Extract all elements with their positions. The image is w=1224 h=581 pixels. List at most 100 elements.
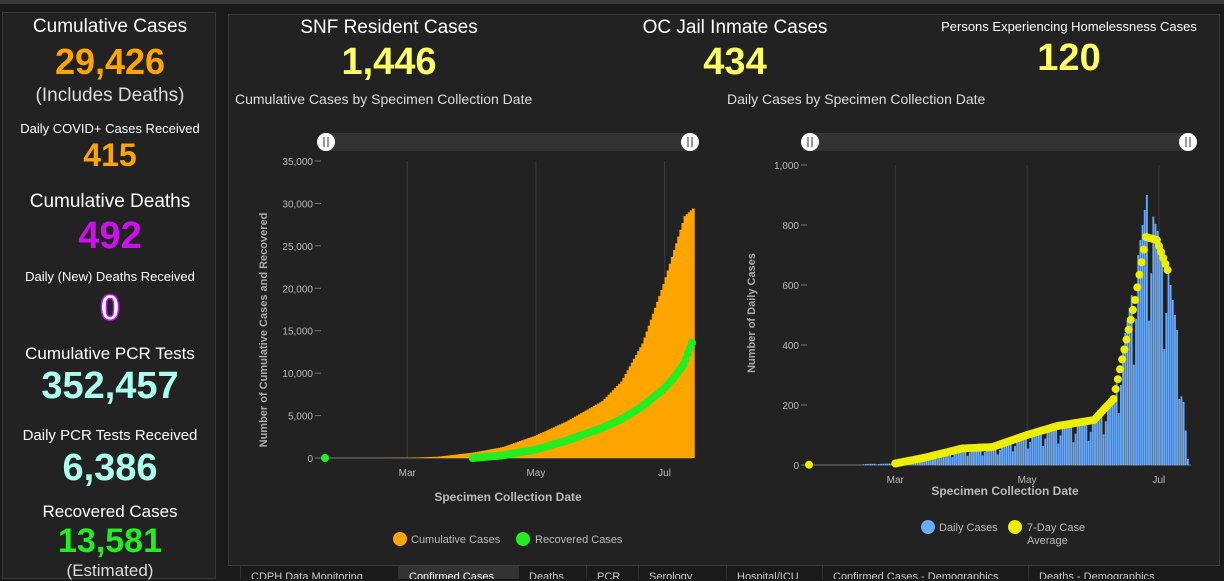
tab-serology[interactable]: Serology	[638, 566, 726, 579]
average-point[interactable]	[1164, 266, 1172, 274]
daily-bar[interactable]	[1068, 424, 1070, 465]
daily-bar[interactable]	[1012, 451, 1014, 465]
daily-bar[interactable]	[1150, 273, 1152, 465]
daily-bar[interactable]	[1066, 425, 1068, 465]
daily-bar[interactable]	[869, 464, 871, 465]
daily-bar[interactable]	[1170, 285, 1172, 465]
daily-bar[interactable]	[1159, 239, 1161, 465]
daily-bar[interactable]	[863, 464, 865, 465]
daily-bar[interactable]	[1083, 422, 1085, 465]
daily-bar[interactable]	[1051, 428, 1053, 465]
daily-bar[interactable]	[954, 454, 956, 465]
daily-bar[interactable]	[865, 464, 867, 465]
daily-bar[interactable]	[1181, 396, 1183, 465]
average-point[interactable]	[1127, 316, 1135, 324]
daily-bar[interactable]	[1021, 437, 1023, 465]
legend-avg-swatch[interactable]	[1008, 520, 1022, 534]
daily-bar[interactable]	[1075, 434, 1077, 465]
daily-bar[interactable]	[876, 464, 878, 465]
tab-confirmed-cases[interactable]: Confirmed Cases	[398, 566, 518, 579]
daily-bar[interactable]	[1155, 224, 1157, 465]
average-point[interactable]	[1131, 296, 1139, 304]
daily-bar[interactable]	[1072, 442, 1074, 465]
average-point[interactable]	[1135, 271, 1143, 279]
daily-bar[interactable]	[984, 452, 986, 465]
daily-bar[interactable]	[1178, 399, 1180, 465]
daily-bar[interactable]	[1163, 349, 1165, 465]
recovered-point[interactable]	[321, 454, 329, 462]
daily-bar[interactable]	[1111, 399, 1113, 465]
average-point[interactable]	[1118, 355, 1126, 363]
daily-bar[interactable]	[982, 455, 984, 465]
daily-bar[interactable]	[1053, 427, 1055, 465]
daily-bar[interactable]	[1044, 439, 1046, 465]
average-point[interactable]	[1122, 336, 1130, 344]
daily-bar[interactable]	[1031, 434, 1033, 465]
daily-bar[interactable]	[1081, 422, 1083, 465]
average-point[interactable]	[1112, 385, 1120, 393]
legend-recovered-swatch[interactable]	[516, 532, 530, 546]
daily-bar[interactable]	[1116, 383, 1118, 465]
daily-bar[interactable]	[1152, 217, 1154, 465]
range-slider-handle-right[interactable]	[1179, 133, 1197, 151]
average-point[interactable]	[1133, 283, 1141, 291]
daily-bar[interactable]	[880, 464, 882, 465]
daily-bar[interactable]	[1157, 231, 1159, 465]
average-point[interactable]	[1140, 246, 1148, 254]
average-point[interactable]	[1110, 395, 1118, 403]
daily-bar[interactable]	[874, 464, 876, 465]
daily-bar[interactable]	[1077, 423, 1079, 465]
daily-bar[interactable]	[1109, 401, 1111, 465]
average-point[interactable]	[1116, 365, 1124, 373]
range-slider-track[interactable]	[321, 133, 697, 151]
daily-bar[interactable]	[1135, 319, 1137, 465]
daily-bar[interactable]	[1148, 320, 1150, 465]
daily-bar[interactable]	[1038, 432, 1040, 465]
daily-bar[interactable]	[1060, 435, 1062, 465]
daily-bar[interactable]	[1034, 433, 1036, 465]
daily-bar[interactable]	[1085, 421, 1087, 465]
daily-bar[interactable]	[969, 452, 971, 465]
range-slider-handle-left[interactable]	[317, 133, 335, 151]
tab-deaths-demographics[interactable]: Deaths - Demographics	[1028, 566, 1198, 579]
cumulative-bar[interactable]	[692, 209, 695, 458]
daily-bar[interactable]	[1187, 459, 1189, 465]
legend-cumulative-swatch[interactable]	[393, 532, 407, 546]
daily-bar[interactable]	[1023, 437, 1025, 466]
daily-bar[interactable]	[1107, 404, 1109, 465]
daily-bar[interactable]	[1114, 396, 1116, 465]
daily-bar[interactable]	[882, 464, 884, 465]
daily-bar[interactable]	[1090, 432, 1092, 465]
daily-bar[interactable]	[1070, 424, 1072, 465]
average-point[interactable]	[1120, 346, 1128, 354]
daily-bar[interactable]	[1062, 425, 1064, 465]
daily-bar[interactable]	[1118, 413, 1120, 465]
daily-bar[interactable]	[1172, 300, 1174, 465]
daily-bar[interactable]	[889, 464, 891, 465]
daily-bar[interactable]	[1042, 446, 1044, 465]
tab-hospital-icu[interactable]: Hospital/ICU	[726, 566, 822, 579]
range-slider-track[interactable]	[803, 133, 1193, 151]
daily-bar[interactable]	[872, 464, 874, 465]
tab-confirmed-cases-demographics[interactable]: Confirmed Cases - Demographics	[822, 566, 1028, 579]
daily-bar[interactable]	[1133, 365, 1135, 465]
daily-bar[interactable]	[967, 456, 969, 465]
daily-bar[interactable]	[999, 450, 1001, 465]
recovered-point[interactable]	[688, 339, 696, 347]
daily-bar[interactable]	[1027, 449, 1029, 466]
daily-bar[interactable]	[1092, 420, 1094, 465]
daily-bar[interactable]	[1055, 427, 1057, 465]
daily-bar[interactable]	[1088, 441, 1090, 465]
daily-bar[interactable]	[1122, 346, 1124, 465]
daily-bar[interactable]	[1103, 434, 1105, 465]
daily-bar[interactable]	[1079, 422, 1081, 465]
legend-daily-swatch[interactable]	[921, 520, 935, 534]
daily-bar[interactable]	[887, 464, 889, 465]
daily-bar[interactable]	[1040, 431, 1042, 465]
daily-bar[interactable]	[936, 459, 938, 465]
tab-cdph-data-monitoring[interactable]: CDPH Data Monitoring	[240, 566, 398, 579]
daily-bar[interactable]	[1049, 429, 1051, 465]
daily-bar[interactable]	[1168, 270, 1170, 465]
range-slider-handle-right[interactable]	[681, 133, 699, 151]
daily-bar[interactable]	[1185, 431, 1187, 466]
